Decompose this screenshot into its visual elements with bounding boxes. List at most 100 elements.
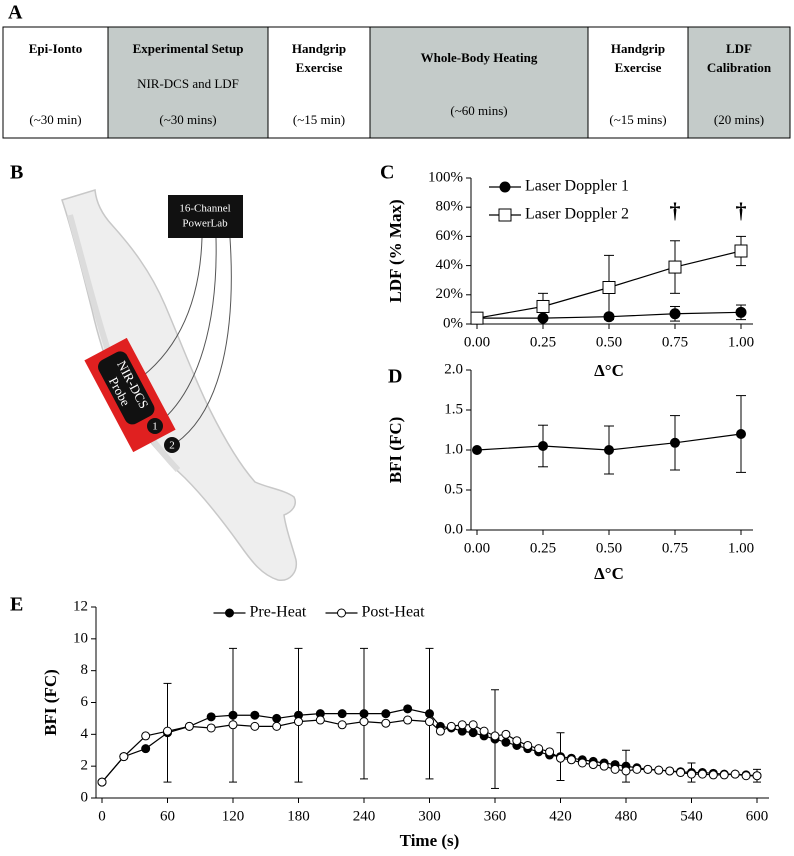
marker — [670, 437, 680, 448]
marker — [501, 737, 511, 747]
marker — [599, 761, 609, 771]
marker — [621, 766, 631, 776]
marker — [588, 760, 598, 770]
marker — [228, 710, 238, 720]
x-tick-label: 0.25 — [530, 540, 556, 556]
marker — [654, 765, 664, 775]
marker — [534, 744, 544, 754]
cell-duration: (~15 min) — [293, 112, 345, 127]
marker — [697, 769, 707, 779]
y-tick-label: 2.0 — [444, 361, 463, 377]
cell-duration: (~30 min) — [29, 112, 81, 127]
marker — [545, 747, 555, 757]
marker — [734, 244, 748, 258]
marker — [425, 709, 434, 719]
marker — [669, 308, 681, 320]
panel-label: A — [8, 2, 23, 24]
y-tick-label: 100% — [428, 169, 463, 185]
y-tick-label: 10 — [73, 630, 88, 646]
marker — [499, 181, 511, 193]
marker — [184, 721, 194, 731]
marker — [294, 717, 303, 727]
timeline-cell — [267, 26, 371, 139]
legend-label: Laser Doppler 1 — [525, 178, 629, 195]
cell-title: Handgrip — [611, 41, 665, 56]
y-tick-label: 1.5 — [444, 401, 463, 417]
x-tick-label: 540 — [680, 808, 703, 824]
marker — [468, 720, 478, 730]
timeline-cell — [107, 26, 269, 139]
x-axis-label: Time (s) — [400, 831, 460, 850]
marker — [736, 429, 746, 439]
marker — [687, 769, 696, 779]
x-tick-label: 480 — [615, 808, 638, 824]
y-tick-label: 4 — [81, 726, 89, 742]
marker — [425, 717, 434, 727]
y-tick-label: 0.0 — [444, 521, 463, 537]
marker — [536, 299, 550, 313]
y-tick-label: 60% — [436, 228, 464, 244]
x-axis-label: Δ°C — [594, 564, 624, 583]
legend-label: Laser Doppler 2 — [525, 206, 629, 223]
device-box — [168, 195, 243, 238]
x-tick-label: 240 — [353, 808, 376, 824]
series-line — [101, 719, 757, 783]
sensor-label: 2 — [169, 440, 175, 452]
x-tick-label: 1.00 — [728, 540, 754, 556]
marker — [470, 311, 484, 325]
y-tick-label: 12 — [73, 598, 88, 614]
x-tick-label: 0.00 — [464, 334, 490, 350]
marker — [610, 764, 620, 774]
cell-title: Experimental Setup — [133, 41, 244, 56]
y-tick-label: 40% — [436, 257, 464, 273]
sensor-dot — [147, 418, 163, 434]
x-tick-label: 360 — [484, 808, 507, 824]
cell-title: Exercise — [615, 60, 662, 75]
device-label: 16-Channel — [179, 203, 230, 215]
y-tick-label: 2 — [81, 758, 89, 774]
cell-title: Epi-Ionto — [29, 41, 82, 56]
marker — [403, 715, 413, 725]
marker — [381, 718, 391, 728]
marker — [538, 441, 548, 451]
marker — [337, 720, 347, 730]
y-tick-label: 80% — [436, 199, 464, 215]
wire — [175, 237, 232, 444]
y-tick-label: 20% — [436, 286, 464, 302]
arm — [61, 189, 298, 581]
y-tick-label: 8 — [81, 662, 89, 678]
cell-title: LDF — [726, 41, 752, 56]
cell-title: Whole-Body Heating — [421, 50, 538, 65]
cell-duration: (20 mins) — [714, 112, 764, 127]
cell-title: Exercise — [296, 60, 343, 75]
timeline-cell — [2, 26, 109, 139]
x-tick-label: 120 — [222, 808, 245, 824]
marker — [337, 608, 346, 618]
marker — [668, 260, 682, 274]
marker — [250, 710, 260, 720]
y-tick-label: 0% — [443, 315, 463, 331]
legend-label: Post-Heat — [362, 604, 426, 621]
marker — [479, 726, 489, 736]
marker — [665, 766, 675, 776]
probe-body — [98, 351, 155, 425]
legend-label: Pre-Heat — [250, 604, 307, 621]
marker — [446, 721, 456, 731]
marker — [490, 731, 500, 741]
marker — [435, 726, 445, 736]
cell-title: Calibration — [707, 60, 772, 75]
marker — [225, 608, 234, 618]
x-tick-label: 0.00 — [464, 540, 490, 556]
marker — [468, 728, 478, 738]
wire — [134, 237, 203, 383]
x-tick-label: 180 — [287, 808, 310, 824]
panel-label: D — [388, 366, 402, 388]
marker — [141, 731, 151, 741]
marker — [741, 771, 751, 781]
marker — [250, 721, 260, 731]
x-tick-label: 0.75 — [662, 334, 688, 350]
x-tick-label: 0.50 — [596, 334, 622, 350]
marker — [512, 736, 522, 746]
